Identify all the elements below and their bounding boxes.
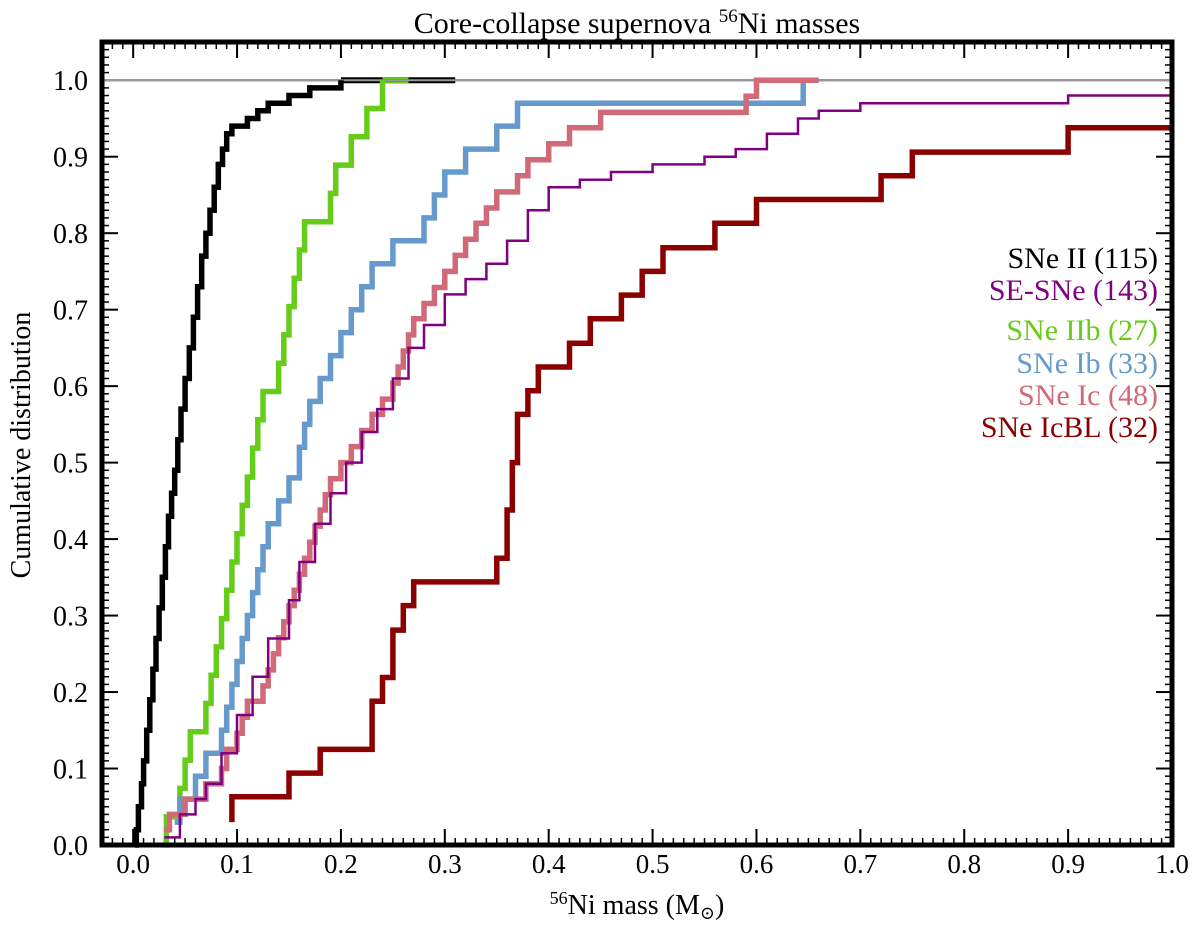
legend-entry-sne-ii: SNe II (115) bbox=[1007, 242, 1158, 275]
legend-series-name: SE-SNe bbox=[989, 274, 1093, 307]
legend-series-count: (48) bbox=[1108, 379, 1158, 412]
legend-series-count: (33) bbox=[1108, 347, 1158, 380]
legend-entry-se-sne: SE-SNe (143) bbox=[989, 274, 1158, 307]
y-tick-label: 0.1 bbox=[53, 755, 88, 786]
series-lines bbox=[133, 77, 1172, 848]
legend-entry-sne-ib: SNe Ib (33) bbox=[1016, 347, 1158, 380]
legend-series-name: SNe Ib bbox=[1016, 347, 1108, 380]
x-tick-label: 0.1 bbox=[220, 849, 254, 879]
x-tick-label: 0.5 bbox=[636, 849, 670, 879]
x-tick-label: 0.6 bbox=[740, 849, 774, 879]
legend-entry-sne-icbl: SNe IcBL (32) bbox=[981, 411, 1158, 444]
legend-series-count: (143) bbox=[1093, 274, 1158, 307]
x-axis-label: 56Ni mass (M⊙) bbox=[550, 888, 725, 923]
x-tick-label: 0.9 bbox=[1051, 849, 1085, 879]
x-tick-label: 0.2 bbox=[324, 849, 358, 879]
y-tick-label: 0.6 bbox=[53, 372, 88, 403]
plot-frame bbox=[99, 39, 1175, 848]
y-tick-label: 0.0 bbox=[53, 831, 88, 862]
legend: SNe II (115)SE-SNe (143)SNe IIb (27)SNe … bbox=[981, 242, 1158, 444]
y-axis-label: Cumulative distribution bbox=[6, 312, 37, 579]
legend-series-count: (115) bbox=[1094, 242, 1158, 275]
axis-tick-labels: 0.0 0.1 0.2 0.3 0.4 0.5 0.6 0.7 0.8 0.9 1.0 0.0 0.1 0… bbox=[53, 66, 1189, 879]
x-tick-label: 0.7 bbox=[843, 849, 877, 879]
x-tick-label: 0.3 bbox=[428, 849, 462, 879]
y-tick-label: 0.4 bbox=[53, 525, 88, 556]
series-line-sne-iib bbox=[163, 80, 386, 848]
y-tick-label: 0.3 bbox=[53, 602, 88, 633]
legend-entry-sne-ic: SNe Ic (48) bbox=[1018, 379, 1158, 412]
legend-series-name: SNe Ic bbox=[1018, 379, 1108, 412]
series-line-sne-ib bbox=[174, 80, 806, 825]
y-tick-label: 0.7 bbox=[53, 296, 88, 327]
y-tick-label: 1.0 bbox=[53, 66, 88, 97]
series-line-sne-ii bbox=[133, 80, 344, 848]
series-line-sne-ic bbox=[164, 77, 819, 833]
series-line-sne-icbl bbox=[229, 124, 1172, 823]
x-tick-label: 0.8 bbox=[947, 849, 981, 879]
legend-series-count: (32) bbox=[1108, 411, 1158, 444]
y-tick-label: 0.2 bbox=[53, 678, 88, 709]
y-tick-label: 0.9 bbox=[53, 143, 88, 174]
legend-series-name: SNe II bbox=[1007, 242, 1094, 275]
x-tick-label: 1.0 bbox=[1155, 849, 1189, 879]
legend-entry-sne-iib: SNe IIb (27) bbox=[1006, 314, 1158, 347]
y-tick-label: 0.8 bbox=[53, 219, 88, 250]
y-tick-label: 0.5 bbox=[53, 449, 88, 480]
x-tick-label: 0.4 bbox=[532, 849, 566, 879]
x-tick-label: 0.0 bbox=[116, 849, 150, 879]
legend-series-name: SNe IcBL bbox=[981, 411, 1108, 444]
legend-series-count: (27) bbox=[1108, 314, 1158, 347]
chart-title: Core-collapse supernova 56Ni masses bbox=[414, 6, 860, 40]
series-line-se-sne bbox=[164, 94, 1172, 839]
legend-series-name: SNe IIb bbox=[1006, 314, 1108, 347]
